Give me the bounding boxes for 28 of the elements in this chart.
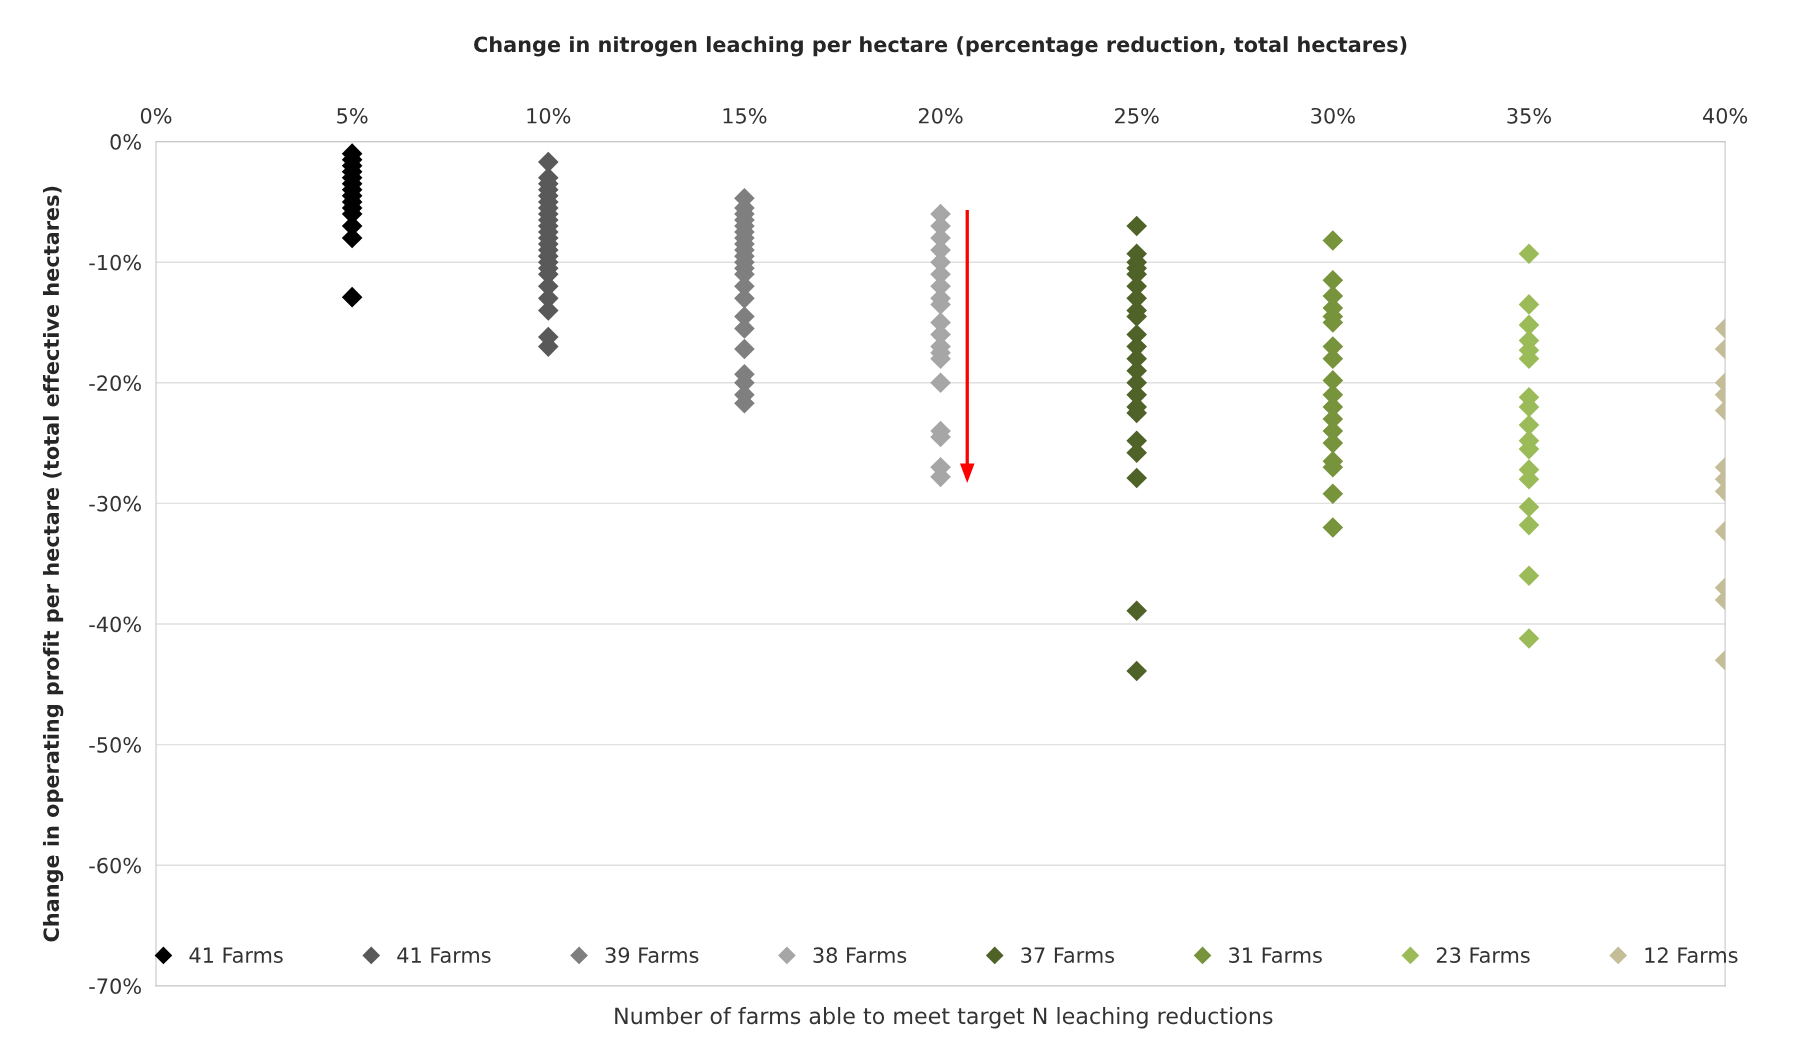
y-axis-title: Change in operating profit per hectare (total effective hectares) [42,186,64,942]
legend-label: 12 Farms [1645,947,1738,964]
legend-label: 31 Farms [1229,947,1322,964]
y-tick-label: -20% [89,375,141,391]
legend-label: 38 Farms [813,947,907,964]
x-tick-label: 5% [337,107,368,124]
y-tick-label: 0% [110,134,141,150]
y-tick-label: -30% [89,495,141,512]
x-tick-label: 20% [918,107,963,124]
x-axis-title: Change in nitrogen leaching per hectare (percentage reduction, total hectares) [474,36,1407,57]
legend-label: 41 Farms [189,947,283,964]
y-tick-label: -10% [89,254,141,271]
x-tick-label: 0% [140,107,172,124]
x-tick-label: 10% [527,107,571,124]
y-tick-label: -70% [89,978,141,995]
legend-label: 37 Farms [1021,947,1115,964]
legend-label: 41 Farms [397,947,491,964]
y-tick-label: -60% [89,857,141,874]
y-tick-label: -40% [89,616,141,633]
x-tick-label: 30% [1311,107,1355,124]
x-tick-label: 15% [723,107,767,124]
text: Number of farms able to meet target N leaching reductions [615,1007,1273,1029]
x-tick-label: 35% [1507,107,1551,124]
legend-label: 23 Farms [1436,947,1530,964]
x-tick-label: 40% [1702,107,1748,124]
y-tick-label: -50% [89,737,141,753]
x-tick-label: 25% [1115,107,1159,124]
legend-label: 39 Farms [605,947,699,964]
